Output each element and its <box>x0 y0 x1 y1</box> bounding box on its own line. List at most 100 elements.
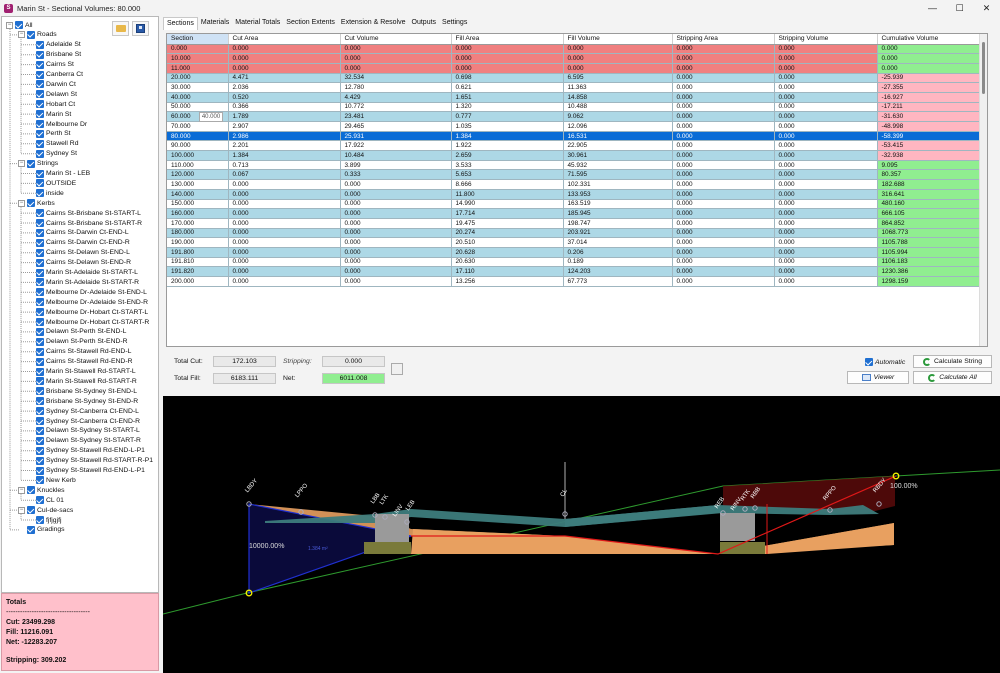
column-header[interactable]: Fill Volume <box>563 34 673 45</box>
tree-checkbox[interactable] <box>36 516 44 524</box>
table-cell[interactable]: 0.000 <box>672 73 775 84</box>
table-cell[interactable]: 0.000 <box>672 208 775 219</box>
tree-item[interactable]: Hobart Ct <box>36 99 75 109</box>
table-cell[interactable]: 1105.994 <box>877 247 987 258</box>
table-cell[interactable]: 2.907 <box>228 121 341 132</box>
table-cell[interactable]: 0.000 <box>774 63 878 74</box>
table-cell[interactable]: 170.000 <box>167 218 229 229</box>
table-cell[interactable]: 0.000 <box>672 131 775 142</box>
tree-item[interactable]: Delawn St-Sydney St-START-R <box>36 436 141 446</box>
table-row[interactable]: 190.000 0.000 0.000 20.510 37.014 0.000 0.000 1… <box>167 237 987 248</box>
tree-checkbox[interactable] <box>15 21 23 29</box>
grade-point-right[interactable] <box>892 472 900 480</box>
table-cell[interactable]: 182.688 <box>877 179 987 190</box>
tree-checkbox[interactable] <box>36 149 44 158</box>
table-cell[interactable]: 11.800 <box>451 189 564 200</box>
table-cell[interactable]: 1.651 <box>451 92 564 103</box>
table-cell[interactable]: 0.000 <box>672 63 775 74</box>
table-cell[interactable]: 480.160 <box>877 199 987 210</box>
table-cell[interactable]: 0.000 <box>774 257 878 268</box>
table-cell[interactable]: 9.095 <box>877 160 987 171</box>
tree-item[interactable]: Sydney St-Canberra Ct-END-R <box>36 416 140 426</box>
tree-checkbox[interactable] <box>36 308 44 317</box>
table-cell[interactable]: 0.000 <box>563 53 673 64</box>
tree-checkbox[interactable] <box>36 446 44 455</box>
table-cell[interactable]: 100.000 <box>167 150 229 161</box>
vertex-cl[interactable] <box>562 511 568 517</box>
table-cell[interactable]: 1.789 <box>228 111 341 122</box>
tree-item[interactable]: Delawn St-Perth St-END-R <box>36 337 128 347</box>
table-cell[interactable]: 0.000 <box>228 208 341 219</box>
table-row[interactable]: 120.000 0.067 0.333 5.653 71.595 0.000 0.000 80… <box>167 169 987 181</box>
table-cell[interactable]: 10.484 <box>340 150 452 161</box>
tree-checkbox[interactable] <box>36 278 44 287</box>
vertex-rppo[interactable] <box>827 507 833 513</box>
table-cell[interactable]: 0.000 <box>228 257 341 268</box>
tree-checkbox[interactable] <box>36 238 44 247</box>
column-header[interactable]: Fill Area <box>451 34 564 45</box>
tree-checkbox[interactable] <box>36 50 44 59</box>
tree-item[interactable]: Cairns St-Stawell Rd-END-L <box>36 347 131 357</box>
table-cell[interactable]: 0.000 <box>774 131 878 142</box>
tab-extension-resolve[interactable]: Extension & Resolve <box>340 19 406 26</box>
tree-checkbox[interactable] <box>27 506 35 515</box>
tab-sections[interactable]: Sections <box>163 17 198 30</box>
table-cell[interactable]: 40.000 <box>167 92 229 103</box>
table-cell[interactable]: -16.927 <box>877 92 987 103</box>
table-cell[interactable]: 3.533 <box>451 160 564 171</box>
open-folder-button[interactable] <box>112 21 129 36</box>
table-cell[interactable]: 0.000 <box>672 102 775 113</box>
tree-item[interactable]: Cairns St-Stawell Rd-END-R <box>36 357 133 367</box>
vertex-rbb[interactable] <box>752 505 758 511</box>
table-cell[interactable]: 8.666 <box>451 179 564 190</box>
tree-item[interactable]: Marin St-Stawell Rd-START-L <box>36 367 136 377</box>
column-header[interactable]: Cut Volume <box>340 34 452 45</box>
tree-item[interactable]: fjfjgjfj <box>36 515 62 525</box>
table-cell[interactable]: 67.773 <box>563 276 673 287</box>
table-cell[interactable]: 1230.386 <box>877 266 987 277</box>
tree-checkbox[interactable] <box>36 436 44 445</box>
table-cell[interactable]: 0.000 <box>672 276 775 287</box>
table-cell[interactable]: 0.067 <box>228 169 341 181</box>
tree-item[interactable]: − Knuckles <box>18 485 65 495</box>
table-cell[interactable]: 124.203 <box>563 266 673 277</box>
table-cell[interactable]: 0.000 <box>340 53 452 64</box>
tab-section-extents[interactable]: Section Extents <box>286 19 335 26</box>
table-cell[interactable]: 120.000 <box>167 169 229 181</box>
table-cell[interactable]: 10.772 <box>340 102 452 113</box>
table-cell[interactable]: 0.000 <box>774 247 878 258</box>
table-cell[interactable]: 17.714 <box>451 208 564 219</box>
tree-checkbox[interactable] <box>36 120 44 128</box>
table-cell[interactable]: 0.000 <box>774 140 878 152</box>
table-cell[interactable]: 0.000 <box>774 179 878 190</box>
tree-item[interactable]: Sydney St-Stawell Rd-END-L-P1 <box>36 466 145 476</box>
table-cell[interactable]: 0.333 <box>340 169 452 181</box>
table-cell[interactable]: 0.520 <box>228 92 341 103</box>
tree-checkbox[interactable] <box>36 357 44 366</box>
close-button[interactable]: ✕ <box>982 3 991 13</box>
table-cell[interactable]: 20.274 <box>451 228 564 239</box>
table-cell[interactable]: 0.000 <box>672 266 775 277</box>
table-cell[interactable]: 0.000 <box>774 218 878 229</box>
tree-item[interactable]: Sydney St-Canberra Ct-END-L <box>36 406 139 416</box>
table-cell[interactable]: 0.000 <box>340 189 452 200</box>
tree-checkbox[interactable] <box>27 486 35 495</box>
table-cell[interactable]: 0.000 <box>877 63 987 74</box>
table-cell[interactable]: 0.000 <box>774 266 878 277</box>
tree-checkbox[interactable] <box>36 377 44 386</box>
table-cell[interactable]: 30.000 <box>167 82 229 93</box>
table-row[interactable]: 140.000 0.000 0.000 11.800 133.953 0.000 0.000… <box>167 189 987 200</box>
tree-checkbox[interactable] <box>36 169 44 178</box>
table-cell[interactable]: 14.858 <box>563 92 673 103</box>
table-cell[interactable]: -17.211 <box>877 102 987 113</box>
table-cell[interactable]: 0.000 <box>774 82 878 93</box>
tab-materials[interactable]: Materials <box>200 19 230 26</box>
scroll-thumb[interactable] <box>982 42 985 94</box>
column-header[interactable]: Section <box>167 34 229 45</box>
table-row[interactable]: 160.000 0.000 0.000 17.714 185.945 0.000 0.000… <box>167 208 987 219</box>
tab-material-totals[interactable]: Material Totals <box>235 19 281 26</box>
table-cell[interactable]: 23.481 <box>340 111 452 122</box>
table-cell[interactable]: 200.000 <box>167 276 229 287</box>
table-cell[interactable]: 29.465 <box>340 121 452 132</box>
tree-checkbox[interactable] <box>36 476 44 485</box>
